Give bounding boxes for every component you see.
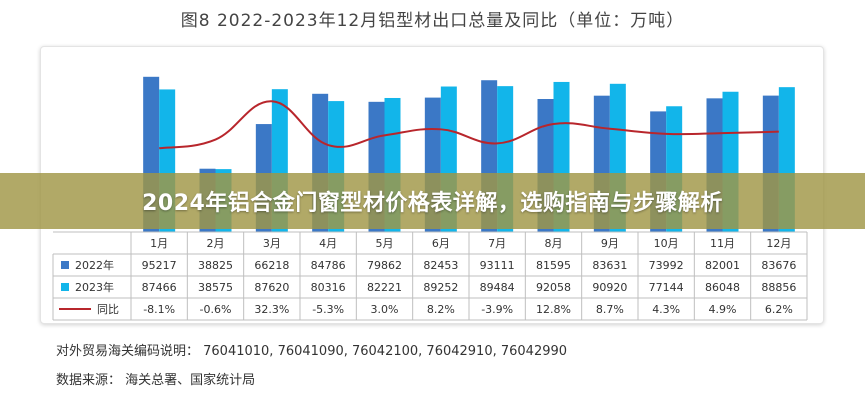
x-tick-label: 6月 bbox=[432, 237, 450, 250]
headline-banner: 2024年铝合金门窗型材价格表详解，选购指南与步骤解析 bbox=[0, 173, 865, 229]
data-label: 95217 bbox=[142, 259, 177, 272]
data-label: 79862 bbox=[367, 259, 402, 272]
x-tick-label: 8月 bbox=[545, 237, 563, 250]
legend-label: 同比 bbox=[97, 303, 119, 316]
data-label: 8.2% bbox=[427, 303, 455, 316]
data-label: 82001 bbox=[705, 259, 740, 272]
legend-label: 2022年 bbox=[75, 258, 114, 272]
x-tick-label: 1月 bbox=[150, 237, 168, 250]
data-label: 87620 bbox=[254, 281, 289, 294]
x-tick-label: 9月 bbox=[601, 237, 619, 250]
x-tick-label: 11月 bbox=[710, 237, 735, 250]
footnote-codes: 对外贸易海关编码说明： 76041010, 76041090, 76042100… bbox=[56, 344, 568, 359]
data-label: 6.2% bbox=[765, 303, 793, 316]
data-label: 66218 bbox=[254, 259, 289, 272]
data-label: 81595 bbox=[536, 259, 571, 272]
data-label: -3.9% bbox=[481, 303, 513, 316]
x-tick-label: 4月 bbox=[319, 237, 337, 250]
x-tick-label: 7月 bbox=[488, 237, 506, 250]
x-tick-label: 12月 bbox=[766, 237, 791, 250]
headline-text: 2024年铝合金门窗型材价格表详解，选购指南与步骤解析 bbox=[142, 191, 723, 216]
x-tick-label: 3月 bbox=[263, 237, 281, 250]
data-label: 90920 bbox=[592, 281, 627, 294]
data-label: 82221 bbox=[367, 281, 402, 294]
data-label: 93111 bbox=[480, 259, 515, 272]
data-label: 87466 bbox=[142, 281, 177, 294]
x-tick-label: 5月 bbox=[376, 237, 394, 250]
data-label: 83676 bbox=[761, 259, 796, 272]
data-label: 4.9% bbox=[709, 303, 737, 316]
data-label: 73992 bbox=[649, 259, 684, 272]
legend-swatch bbox=[61, 261, 69, 269]
footnote-source: 数据来源： 海关总署、国家统计局 bbox=[56, 373, 256, 388]
data-label: 3.0% bbox=[371, 303, 399, 316]
data-label: 83631 bbox=[592, 259, 627, 272]
data-label: 38825 bbox=[198, 259, 233, 272]
data-label: 86048 bbox=[705, 281, 740, 294]
data-label: 92058 bbox=[536, 281, 571, 294]
data-label: 8.7% bbox=[596, 303, 624, 316]
data-label: -8.1% bbox=[143, 303, 175, 316]
data-label: 80316 bbox=[311, 281, 346, 294]
legend-label: 2023年 bbox=[75, 280, 114, 294]
legend-swatch bbox=[61, 283, 69, 291]
data-label: 32.3% bbox=[254, 303, 289, 316]
data-label: 84786 bbox=[311, 259, 346, 272]
x-tick-label: 2月 bbox=[207, 237, 225, 250]
data-label: -0.6% bbox=[200, 303, 232, 316]
data-label: 88856 bbox=[761, 281, 796, 294]
data-label: 89484 bbox=[480, 281, 515, 294]
data-label: 12.8% bbox=[536, 303, 571, 316]
data-label: 89252 bbox=[423, 281, 458, 294]
data-label: 77144 bbox=[649, 281, 684, 294]
yoy-line bbox=[159, 100, 779, 150]
data-label: 38575 bbox=[198, 281, 233, 294]
x-tick-label: 10月 bbox=[654, 237, 679, 250]
data-label: 4.3% bbox=[652, 303, 680, 316]
chart-title: 图8 2022-2023年12月铝型材出口总量及同比（单位：万吨） bbox=[180, 11, 685, 31]
data-label: 82453 bbox=[423, 259, 458, 272]
data-label: -5.3% bbox=[312, 303, 344, 316]
